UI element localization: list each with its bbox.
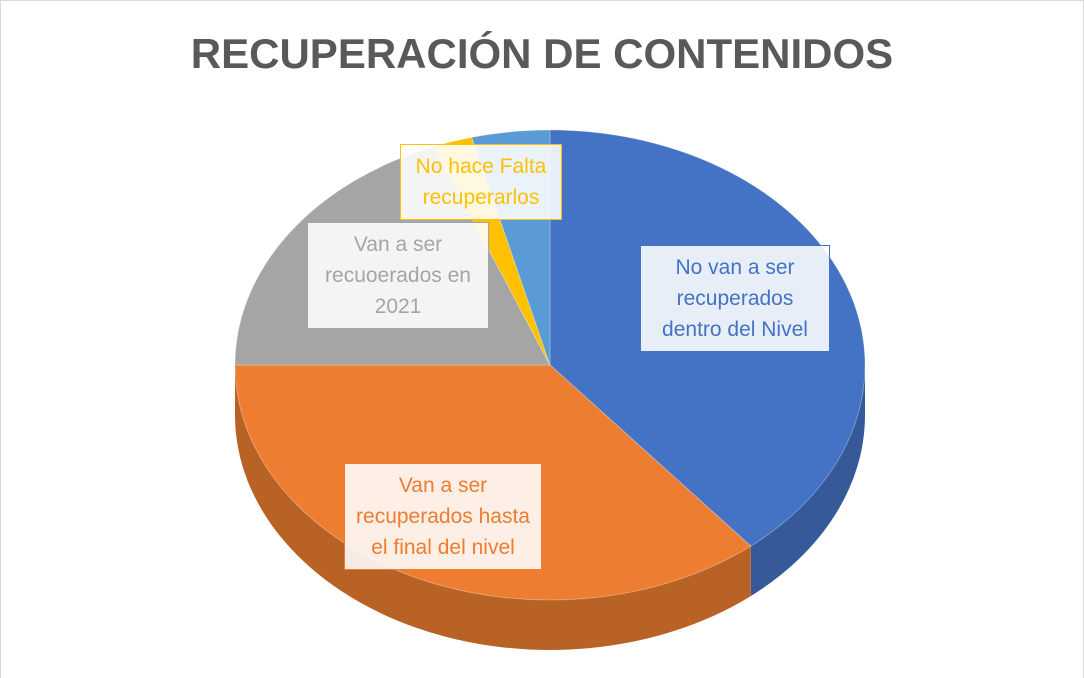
data-label: Van a ser recuperados hasta el final del… bbox=[344, 463, 542, 570]
chart-title: RECUPERACIÓN DE CONTENIDOS bbox=[190, 30, 894, 77]
slice-side bbox=[235, 365, 751, 650]
data-label: No hace Falta recuperarlos bbox=[400, 144, 562, 220]
slice-side bbox=[750, 365, 865, 597]
data-label: Van a ser recuoerados en 2021 bbox=[307, 222, 489, 329]
data-label: No van a ser recuperados dentro del Nive… bbox=[640, 245, 830, 352]
